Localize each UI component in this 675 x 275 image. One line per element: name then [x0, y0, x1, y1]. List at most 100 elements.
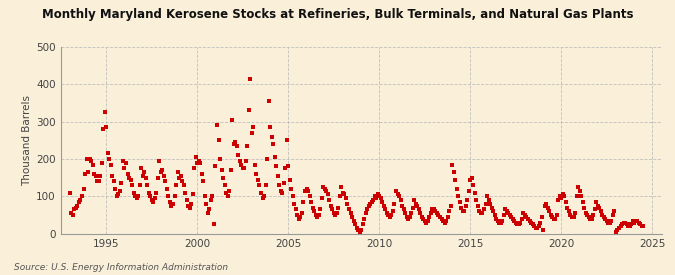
Y-axis label: Thousand Barrels: Thousand Barrels	[22, 95, 32, 186]
Point	[442, 215, 453, 219]
Point	[398, 207, 409, 212]
Point	[130, 194, 140, 199]
Point	[115, 189, 126, 193]
Point	[407, 205, 418, 210]
Point	[477, 211, 488, 215]
Point	[351, 226, 362, 230]
Point	[441, 218, 452, 223]
Point	[595, 209, 606, 213]
Point	[621, 222, 632, 227]
Point	[271, 164, 281, 169]
Point	[167, 202, 178, 206]
Point	[213, 138, 224, 142]
Point	[374, 194, 385, 199]
Point	[356, 228, 367, 232]
Point	[339, 192, 350, 197]
Point	[172, 170, 183, 174]
Point	[352, 228, 363, 232]
Point	[364, 202, 375, 206]
Point	[547, 215, 558, 219]
Point	[494, 220, 505, 225]
Point	[228, 142, 239, 146]
Point	[363, 204, 374, 208]
Point	[535, 220, 545, 225]
Point	[146, 198, 157, 202]
Point	[424, 215, 435, 219]
Point	[139, 170, 150, 174]
Point	[240, 159, 251, 163]
Point	[223, 189, 234, 193]
Point	[336, 185, 347, 189]
Point	[210, 164, 221, 169]
Point	[265, 125, 275, 129]
Point	[526, 220, 537, 225]
Point	[134, 183, 145, 187]
Point	[401, 215, 412, 219]
Point	[635, 222, 646, 227]
Point	[149, 196, 160, 200]
Point	[101, 125, 111, 129]
Point	[606, 218, 617, 223]
Point	[553, 198, 564, 202]
Point	[565, 213, 576, 217]
Point	[64, 190, 75, 195]
Point	[69, 207, 80, 212]
Point	[421, 220, 432, 225]
Point	[166, 204, 177, 208]
Point	[183, 204, 194, 208]
Point	[395, 198, 406, 202]
Point	[572, 185, 583, 189]
Point	[148, 200, 159, 204]
Point	[74, 200, 84, 204]
Point	[263, 99, 274, 103]
Point	[618, 220, 629, 225]
Point	[489, 213, 500, 217]
Text: Monthly Maryland Kerosene Stocks at Refineries, Bulk Terminals, and Natural Gas : Monthly Maryland Kerosene Stocks at Refi…	[42, 8, 633, 21]
Point	[165, 200, 176, 204]
Point	[298, 200, 309, 204]
Point	[389, 202, 400, 206]
Point	[483, 198, 494, 202]
Point	[268, 142, 279, 146]
Point	[400, 211, 410, 215]
Point	[514, 222, 524, 227]
Point	[127, 183, 138, 187]
Point	[377, 200, 387, 204]
Point	[82, 170, 93, 174]
Point	[86, 159, 97, 163]
Point	[269, 155, 280, 159]
Point	[582, 213, 593, 217]
Point	[173, 175, 184, 180]
Point	[433, 213, 444, 217]
Point	[498, 213, 509, 217]
Point	[409, 198, 420, 202]
Point	[522, 217, 533, 221]
Point	[599, 215, 610, 219]
Point	[301, 187, 312, 191]
Point	[209, 222, 219, 227]
Point	[350, 222, 360, 227]
Point	[391, 189, 402, 193]
Point	[283, 164, 294, 169]
Point	[574, 189, 585, 193]
Point	[110, 187, 121, 191]
Point	[468, 183, 479, 187]
Point	[88, 172, 99, 176]
Point	[385, 215, 396, 219]
Point	[236, 162, 246, 167]
Point	[446, 204, 456, 208]
Point	[485, 202, 495, 206]
Point	[184, 205, 195, 210]
Point	[117, 159, 128, 163]
Point	[103, 151, 113, 156]
Point	[145, 194, 156, 199]
Point	[492, 218, 503, 223]
Point	[500, 207, 511, 212]
Point	[412, 204, 423, 208]
Point	[207, 194, 218, 199]
Point	[532, 226, 543, 230]
Point	[84, 157, 95, 161]
Point	[591, 200, 601, 204]
Point	[348, 218, 359, 223]
Point	[313, 213, 324, 217]
